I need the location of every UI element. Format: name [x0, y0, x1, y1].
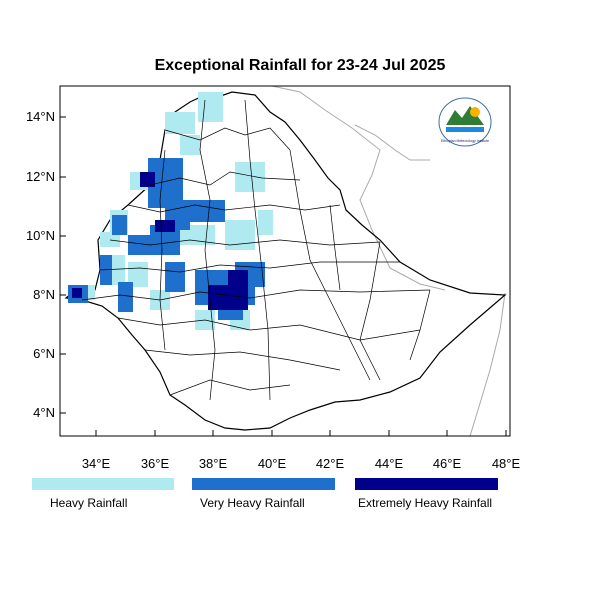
lat-label-10: 10°N	[26, 228, 55, 243]
extremely-heavy-rainfall-cells	[72, 172, 248, 310]
admin-boundaries	[81, 99, 431, 401]
lat-label-14: 14°N	[26, 109, 55, 124]
lon-label-44: 44°E	[375, 456, 404, 471]
lon-label-38: 38°E	[199, 456, 228, 471]
lat-label-12: 12°N	[26, 169, 55, 184]
map-title: Exceptional Rainfall for 23-24 Jul 2025	[154, 57, 446, 74]
lon-label-46: 46°E	[433, 456, 462, 471]
ethiopia-outline	[64, 91, 507, 431]
longitude-labels: 34°E 36°E 38°E 40°E 42°E 44°E 46°E 48°E	[82, 456, 521, 471]
lon-label-36: 36°E	[141, 456, 170, 471]
legend-swatch-extremely-heavy	[355, 478, 498, 490]
legend-label-very-heavy: Very Heavy Rainfall	[200, 496, 305, 510]
lon-label-42: 42°E	[316, 456, 345, 471]
latitude-labels: 14°N 12°N 10°N 8°N 6°N 4°N	[26, 109, 55, 420]
institute-logo: Ethiopian Meteorology Institute	[438, 97, 492, 147]
legend-label-heavy: Heavy Rainfall	[50, 496, 128, 510]
axis-ticks	[60, 116, 507, 436]
lat-label-4: 4°N	[33, 405, 55, 420]
lat-label-8: 8°N	[33, 287, 55, 302]
lat-label-6: 6°N	[33, 346, 55, 361]
map-frame	[59, 85, 511, 437]
neighbor-borders	[271, 86, 506, 436]
legend-swatch-very-heavy	[192, 478, 335, 490]
legend-label-extremely-heavy: Extremely Heavy Rainfall	[358, 496, 493, 510]
lon-label-40: 40°E	[258, 456, 287, 471]
lon-label-34: 34°E	[82, 456, 111, 471]
map-canvas	[64, 86, 507, 436]
logo-text: Ethiopian Meteorology Institute	[441, 139, 489, 143]
lon-label-48: 48°E	[492, 456, 521, 471]
legend-swatch-heavy	[32, 478, 174, 490]
